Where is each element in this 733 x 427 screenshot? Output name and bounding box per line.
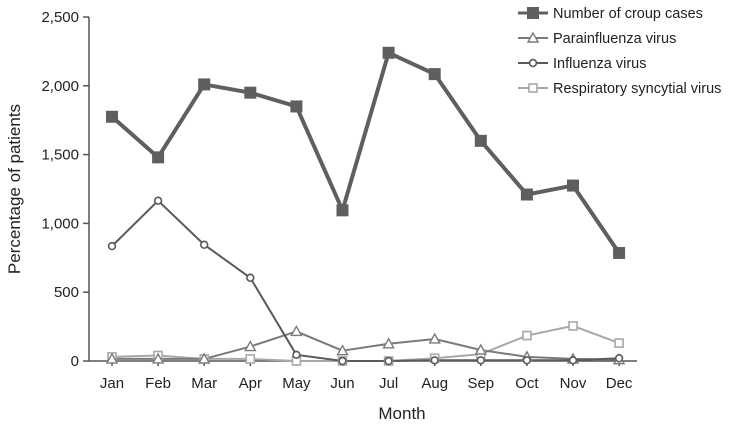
data-point xyxy=(105,352,119,364)
data-point xyxy=(245,354,256,364)
data-point xyxy=(567,179,579,192)
data-point xyxy=(522,356,532,365)
series-line xyxy=(111,199,620,362)
y-tick-label: 500 xyxy=(54,284,79,301)
legend-label: Respiratory syncytial virus xyxy=(553,81,721,97)
data-point xyxy=(246,273,255,282)
x-tick-label: May xyxy=(282,375,311,392)
legend-marker xyxy=(527,7,539,19)
legend-marker xyxy=(528,83,538,93)
x-tick-label: Feb xyxy=(145,375,171,392)
data-point xyxy=(336,204,349,217)
series-line xyxy=(110,50,621,255)
data-point xyxy=(292,350,301,360)
x-tick-label: Aug xyxy=(421,375,448,392)
x-tick-label: Mar xyxy=(191,375,217,392)
y-axis-title: Percentage of patients xyxy=(5,104,24,274)
data-point xyxy=(338,356,347,366)
data-point xyxy=(614,354,624,363)
data-point xyxy=(522,330,532,341)
data-point xyxy=(244,86,257,99)
data-point xyxy=(428,332,441,344)
y-tick-label: 1,500 xyxy=(41,147,79,164)
data-point xyxy=(384,356,393,366)
x-ticks: Jan Feb Mar Apr May Jun Jul Aug Sep Oct Nov Dec xyxy=(100,361,633,392)
legend-label: Parainfluenza virus xyxy=(553,31,676,47)
x-tick-label: Sep xyxy=(467,375,494,392)
data-point xyxy=(613,246,626,259)
data-point xyxy=(336,344,349,356)
x-tick-label: Jan xyxy=(100,375,124,392)
x-tick-label: Dec xyxy=(606,375,633,392)
y-tick-label: 2,000 xyxy=(41,78,79,95)
data-point xyxy=(382,46,395,59)
series-line xyxy=(111,324,620,362)
y-ticks: 0 500 1,000 1,500 2,000 2,500 xyxy=(41,9,89,370)
data-point xyxy=(520,188,533,201)
legend-label: Influenza virus xyxy=(553,56,647,72)
data-point xyxy=(614,338,624,348)
data-point xyxy=(428,68,441,81)
data-point xyxy=(106,110,118,123)
data-point xyxy=(476,356,485,365)
data-point xyxy=(568,356,578,365)
data-point xyxy=(151,352,165,364)
data-point xyxy=(198,352,211,364)
x-tick-label: Oct xyxy=(515,375,539,392)
x-tick-label: Nov xyxy=(560,375,587,392)
legend: Number of croup cases Parainfluenza virus… xyxy=(518,6,721,97)
data-point xyxy=(152,151,165,164)
x-tick-label: Jun xyxy=(330,375,354,392)
legend-label: Number of croup cases xyxy=(553,6,703,22)
data-point xyxy=(200,240,209,249)
data-point xyxy=(107,241,117,251)
y-tick-label: 0 xyxy=(71,353,79,370)
x-tick-label: Apr xyxy=(239,375,262,392)
data-point xyxy=(198,78,211,91)
x-tick-label: Jul xyxy=(379,375,398,392)
data-point xyxy=(474,343,487,355)
legend-marker xyxy=(528,58,538,68)
data-point xyxy=(568,321,578,331)
data-point xyxy=(290,100,303,113)
legend-marker xyxy=(526,31,540,43)
data-point xyxy=(290,324,303,337)
data-point xyxy=(430,356,439,365)
series-line xyxy=(112,330,620,361)
y-tick-label: 2,500 xyxy=(41,9,79,26)
series-lines xyxy=(110,50,621,362)
series-markers xyxy=(105,46,626,366)
data-point xyxy=(474,134,487,147)
y-tick-label: 1,000 xyxy=(41,215,79,232)
data-point xyxy=(244,340,257,352)
data-point xyxy=(153,196,163,205)
x-axis-title: Month xyxy=(378,404,425,423)
data-point xyxy=(382,337,395,349)
